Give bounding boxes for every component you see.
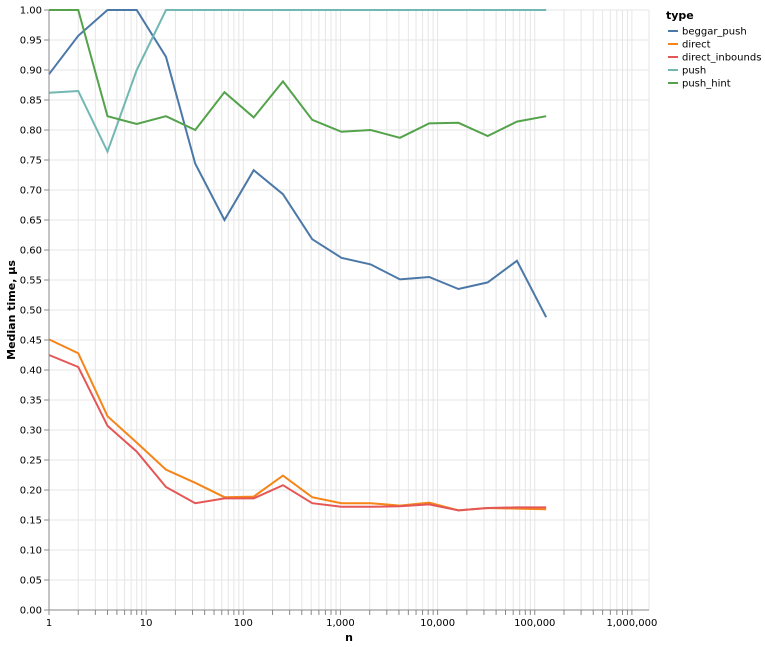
axes: 1 10 100 1,000 10,000 100,000 1,000,000 0.000.… bbox=[5, 6, 657, 645]
series-line-direct bbox=[48, 338, 547, 512]
y-tick-label: 0.95 bbox=[20, 36, 42, 47]
x-tick-label: 10 bbox=[140, 618, 153, 629]
x-tick-label: 10,000 bbox=[420, 618, 455, 629]
legend-label: push_hint bbox=[682, 79, 731, 90]
y-tick-label: 1.00 bbox=[20, 6, 42, 17]
y-tick-label: 0.10 bbox=[20, 546, 42, 557]
series-line-direct_inbounds bbox=[48, 354, 547, 512]
y-tick-label: 0.60 bbox=[20, 246, 42, 257]
x-axis-ticks: 1 10 100 1,000 10,000 100,000 1,000,000 bbox=[46, 610, 657, 629]
y-tick-label: 0.75 bbox=[20, 156, 42, 167]
y-tick-label: 0.80 bbox=[20, 126, 42, 137]
y-tick-label: 0.55 bbox=[20, 276, 42, 287]
legend-item-direct_inbounds: direct_inbounds bbox=[668, 53, 761, 64]
y-tick-label: 0.90 bbox=[20, 66, 42, 77]
grid bbox=[48, 9, 650, 611]
legend-item-beggar_push: beggar_push bbox=[668, 27, 747, 38]
x-tick-label: 100,000 bbox=[514, 618, 555, 629]
legend-label: beggar_push bbox=[682, 27, 747, 38]
y-axis-title: Median time, µs bbox=[5, 260, 18, 360]
y-tick-label: 0.15 bbox=[20, 516, 42, 527]
y-tick-label: 0.85 bbox=[20, 96, 42, 107]
y-tick-label: 0.30 bbox=[20, 426, 42, 437]
y-axis-ticks: 0.00 0.05 0.10 0.15 0.20 0.25 0.30 0.35 0.40 0.45… bbox=[20, 6, 49, 617]
legend-item-push_hint: push_hint bbox=[668, 79, 731, 90]
y-tick-label: 0.25 bbox=[20, 456, 42, 467]
series-line-push_hint bbox=[49, 9, 547, 139]
series-line-push bbox=[48, 9, 547, 155]
x-tick-label: 1,000 bbox=[326, 618, 355, 629]
x-tick-label: 100 bbox=[234, 618, 253, 629]
legend-label: direct_inbounds bbox=[682, 53, 761, 64]
legend-label: direct bbox=[682, 40, 711, 51]
x-tick-label: 1 bbox=[46, 618, 52, 629]
y-tick-label: 0.65 bbox=[20, 216, 42, 227]
y-tick-label: 0.45 bbox=[20, 336, 42, 347]
legend-label: push bbox=[682, 66, 706, 77]
legend-item-push: push bbox=[668, 66, 706, 77]
y-tick-label: 0.50 bbox=[20, 306, 42, 317]
series-lines bbox=[48, 9, 548, 512]
y-tick-label: 0.20 bbox=[20, 486, 42, 497]
x-axis-title: n bbox=[345, 631, 353, 644]
legend-title: type bbox=[666, 9, 694, 22]
y-tick-label: 0.00 bbox=[20, 606, 42, 617]
y-tick-label: 0.40 bbox=[20, 366, 42, 377]
y-tick-label: 0.70 bbox=[20, 186, 42, 197]
legend-item-direct: direct bbox=[668, 40, 711, 51]
x-tick-label: 1,000,000 bbox=[606, 618, 657, 629]
series-line-beggar_push bbox=[48, 9, 548, 318]
y-tick-label: 0.35 bbox=[20, 396, 42, 407]
y-tick-label: 0.05 bbox=[20, 576, 42, 587]
